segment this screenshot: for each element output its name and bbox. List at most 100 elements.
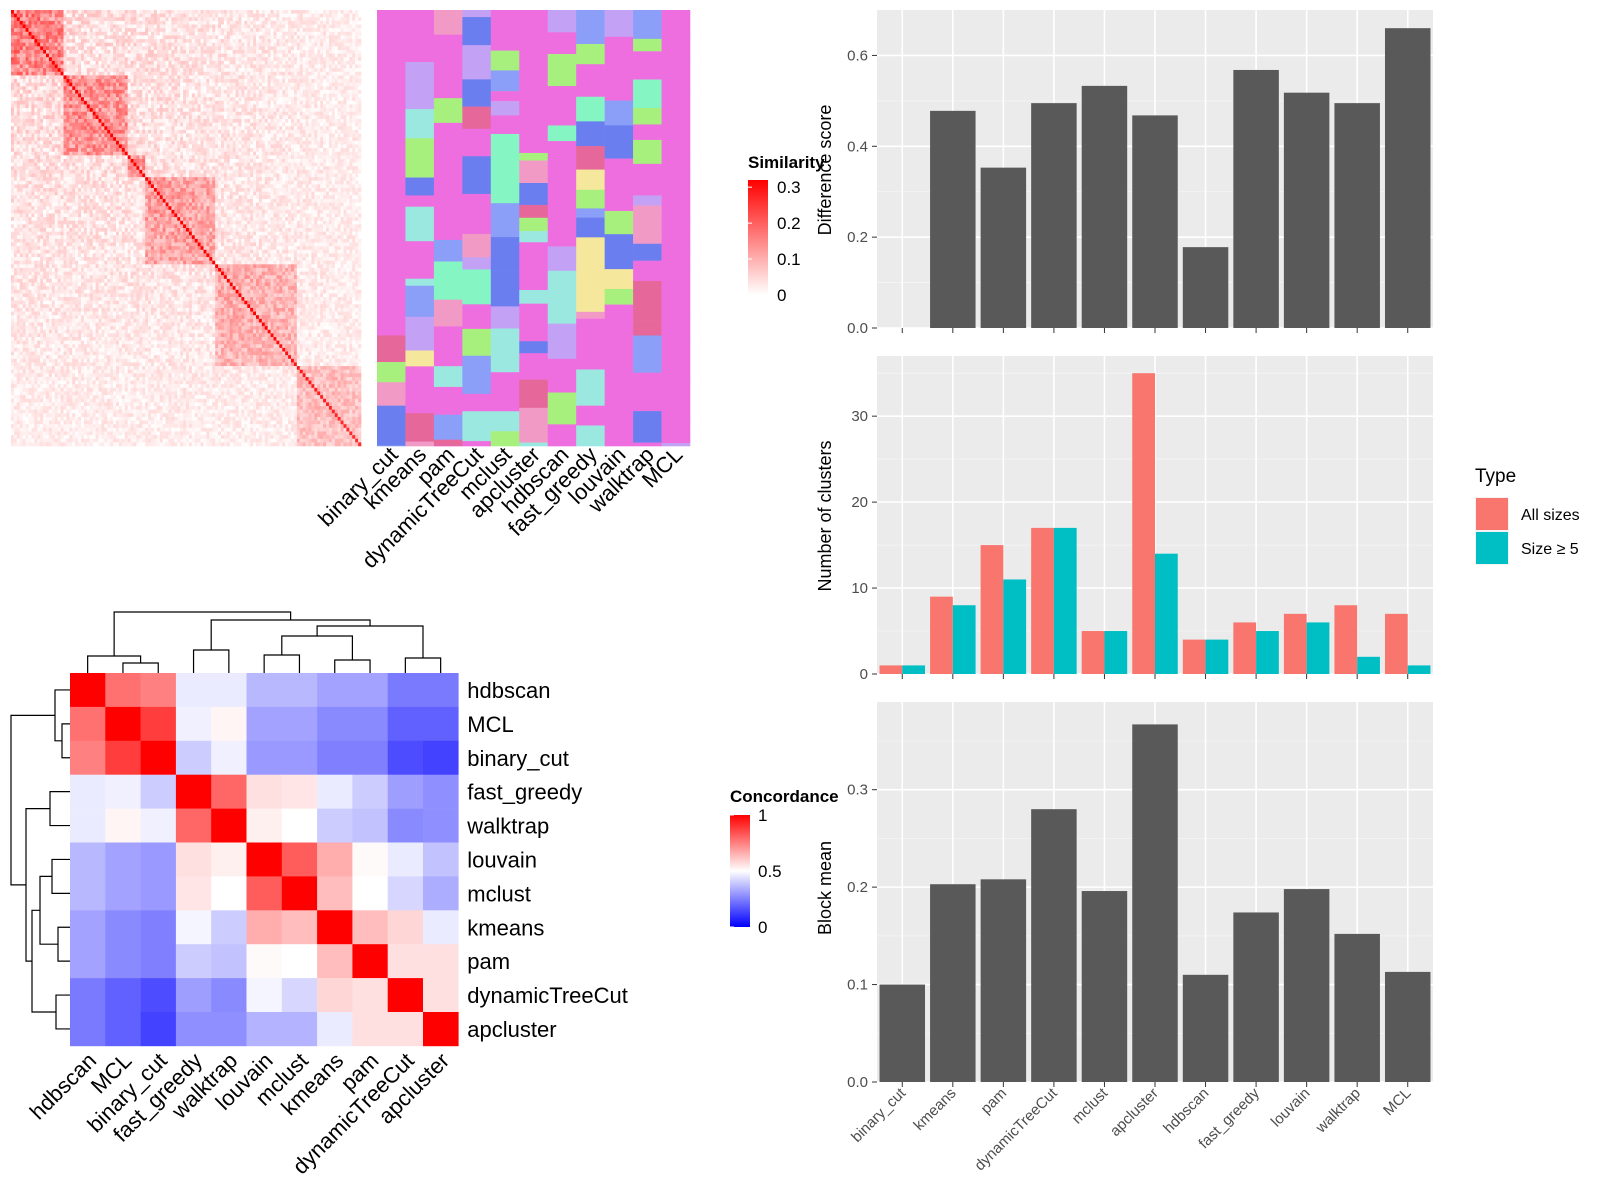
similarity-cell: [92, 82, 96, 87]
similarity-cell: [11, 137, 15, 142]
similarity-cell: [60, 35, 64, 40]
similarity-cell: [352, 82, 356, 87]
similarity-cell: [314, 100, 318, 105]
similarity-cell: [223, 17, 228, 22]
similarity-cell: [104, 71, 108, 76]
similarity-cell: [101, 108, 105, 113]
similarity-cell: [355, 115, 359, 120]
similarity-cell: [57, 86, 61, 91]
similarity-cell: [186, 31, 190, 36]
similarity-cell: [171, 24, 175, 29]
similarity-cell: [81, 53, 85, 58]
similarity-cell: [63, 155, 67, 160]
similarity-cell: [107, 108, 111, 113]
similarity-cell: [235, 10, 239, 14]
similarity-cell: [107, 42, 111, 47]
similarity-cell: [238, 39, 242, 43]
similarity-cell: [305, 42, 309, 47]
similarity-cell: [247, 151, 251, 156]
similarity-cell: [194, 155, 198, 160]
similarity-cell: [188, 148, 193, 152]
similarity-cell: [244, 17, 248, 22]
similarity-cell: [48, 17, 53, 22]
similarity-cell: [101, 104, 105, 109]
similarity-cell: [101, 140, 105, 145]
similarity-cell: [48, 64, 53, 69]
similarity-cell: [203, 64, 207, 69]
similarity-cell: [320, 60, 324, 65]
similarity-cell: [293, 122, 298, 127]
similarity-cell: [177, 151, 181, 156]
similarity-cell: [258, 89, 263, 94]
similarity-cell: [229, 104, 233, 109]
similarity-cell: [355, 28, 359, 33]
similarity-cell: [118, 100, 123, 105]
similarity-cell: [261, 104, 266, 109]
similarity-cell: [221, 71, 225, 76]
similarity-cell: [153, 82, 158, 87]
similarity-cell: [293, 140, 298, 145]
similarity-cell: [317, 57, 321, 62]
similarity-cell: [197, 24, 201, 29]
similarity-cell: [63, 89, 67, 94]
similarity-cell: [19, 86, 23, 91]
similarity-cell: [162, 64, 166, 69]
similarity-cell: [305, 100, 309, 105]
similarity-cell: [101, 144, 105, 149]
similarity-cell: [288, 126, 292, 131]
similarity-cell: [314, 49, 318, 54]
similarity-cell: [136, 39, 140, 43]
similarity-cell: [200, 60, 204, 65]
similarity-cell: [11, 71, 15, 76]
similarity-cell: [165, 53, 169, 58]
similarity-cell: [200, 111, 204, 116]
similarity-cell: [78, 158, 82, 163]
similarity-cell: [133, 122, 137, 127]
similarity-cell: [229, 86, 233, 91]
similarity-cell: [40, 133, 44, 138]
similarity-cell: [104, 140, 108, 145]
similarity-cell: [346, 13, 350, 18]
similarity-cell: [156, 148, 161, 152]
similarity-cell: [31, 42, 35, 47]
similarity-cell: [276, 57, 280, 62]
similarity-cell: [66, 89, 70, 94]
similarity-cell: [352, 28, 356, 33]
similarity-cell: [247, 49, 251, 54]
similarity-cell: [48, 42, 53, 47]
similarity-cell: [40, 71, 44, 76]
similarity-cell: [229, 31, 233, 36]
similarity-cell: [334, 46, 338, 51]
similarity-cell: [308, 100, 312, 105]
similarity-cell: [209, 100, 213, 105]
similarity-cell: [153, 140, 158, 145]
similarity-cell: [244, 119, 248, 123]
similarity-cell: [244, 60, 248, 65]
similarity-cell: [22, 148, 26, 152]
similarity-cell: [54, 144, 58, 149]
similarity-cell: [229, 115, 233, 120]
similarity-cell: [69, 158, 73, 163]
similarity-cell: [256, 82, 260, 87]
similarity-cell: [130, 111, 134, 116]
similarity-cell: [358, 126, 362, 131]
similarity-cell: [86, 31, 91, 36]
similarity-cell: [299, 75, 303, 80]
similarity-cell: [142, 46, 146, 51]
similarity-cell: [235, 140, 239, 145]
similarity-cell: [159, 93, 163, 98]
similarity-cell: [267, 57, 271, 62]
similarity-cell: [183, 68, 187, 73]
similarity-cell: [78, 115, 82, 120]
similarity-cell: [104, 93, 108, 98]
similarity-cell: [142, 57, 146, 62]
similarity-cell: [89, 158, 93, 163]
similarity-cell: [200, 28, 204, 33]
similarity-cell: [302, 57, 306, 62]
similarity-cell: [142, 49, 146, 54]
similarity-cell: [162, 75, 166, 80]
similarity-cell: [273, 155, 277, 160]
similarity-cell: [299, 13, 303, 18]
similarity-cell: [346, 17, 350, 22]
similarity-cell: [232, 133, 236, 138]
